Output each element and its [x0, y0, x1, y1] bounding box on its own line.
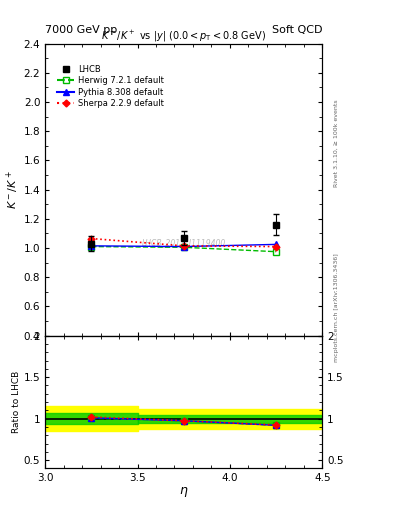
Text: LHCB_2012_I1119400: LHCB_2012_I1119400 — [141, 238, 226, 247]
Legend: LHCB, Herwig 7.2.1 default, Pythia 8.308 default, Sherpa 2.2.9 default: LHCB, Herwig 7.2.1 default, Pythia 8.308… — [55, 62, 167, 111]
Text: Soft QCD: Soft QCD — [272, 25, 322, 35]
Text: 7000 GeV pp: 7000 GeV pp — [45, 25, 118, 35]
Title: $K^-/K^+$ vs $|y|\ (0.0 < p_\mathrm{T} < 0.8\ \mathrm{GeV})$: $K^-/K^+$ vs $|y|\ (0.0 < p_\mathrm{T} <… — [101, 29, 266, 44]
Y-axis label: Ratio to LHCB: Ratio to LHCB — [12, 371, 21, 433]
X-axis label: $\eta$: $\eta$ — [179, 485, 189, 499]
Y-axis label: $K^-/K^+$: $K^-/K^+$ — [5, 170, 21, 209]
Text: mcplots.cern.ch [arXiv:1306.3436]: mcplots.cern.ch [arXiv:1306.3436] — [334, 253, 338, 361]
Text: Rivet 3.1.10, ≥ 100k events: Rivet 3.1.10, ≥ 100k events — [334, 99, 338, 187]
